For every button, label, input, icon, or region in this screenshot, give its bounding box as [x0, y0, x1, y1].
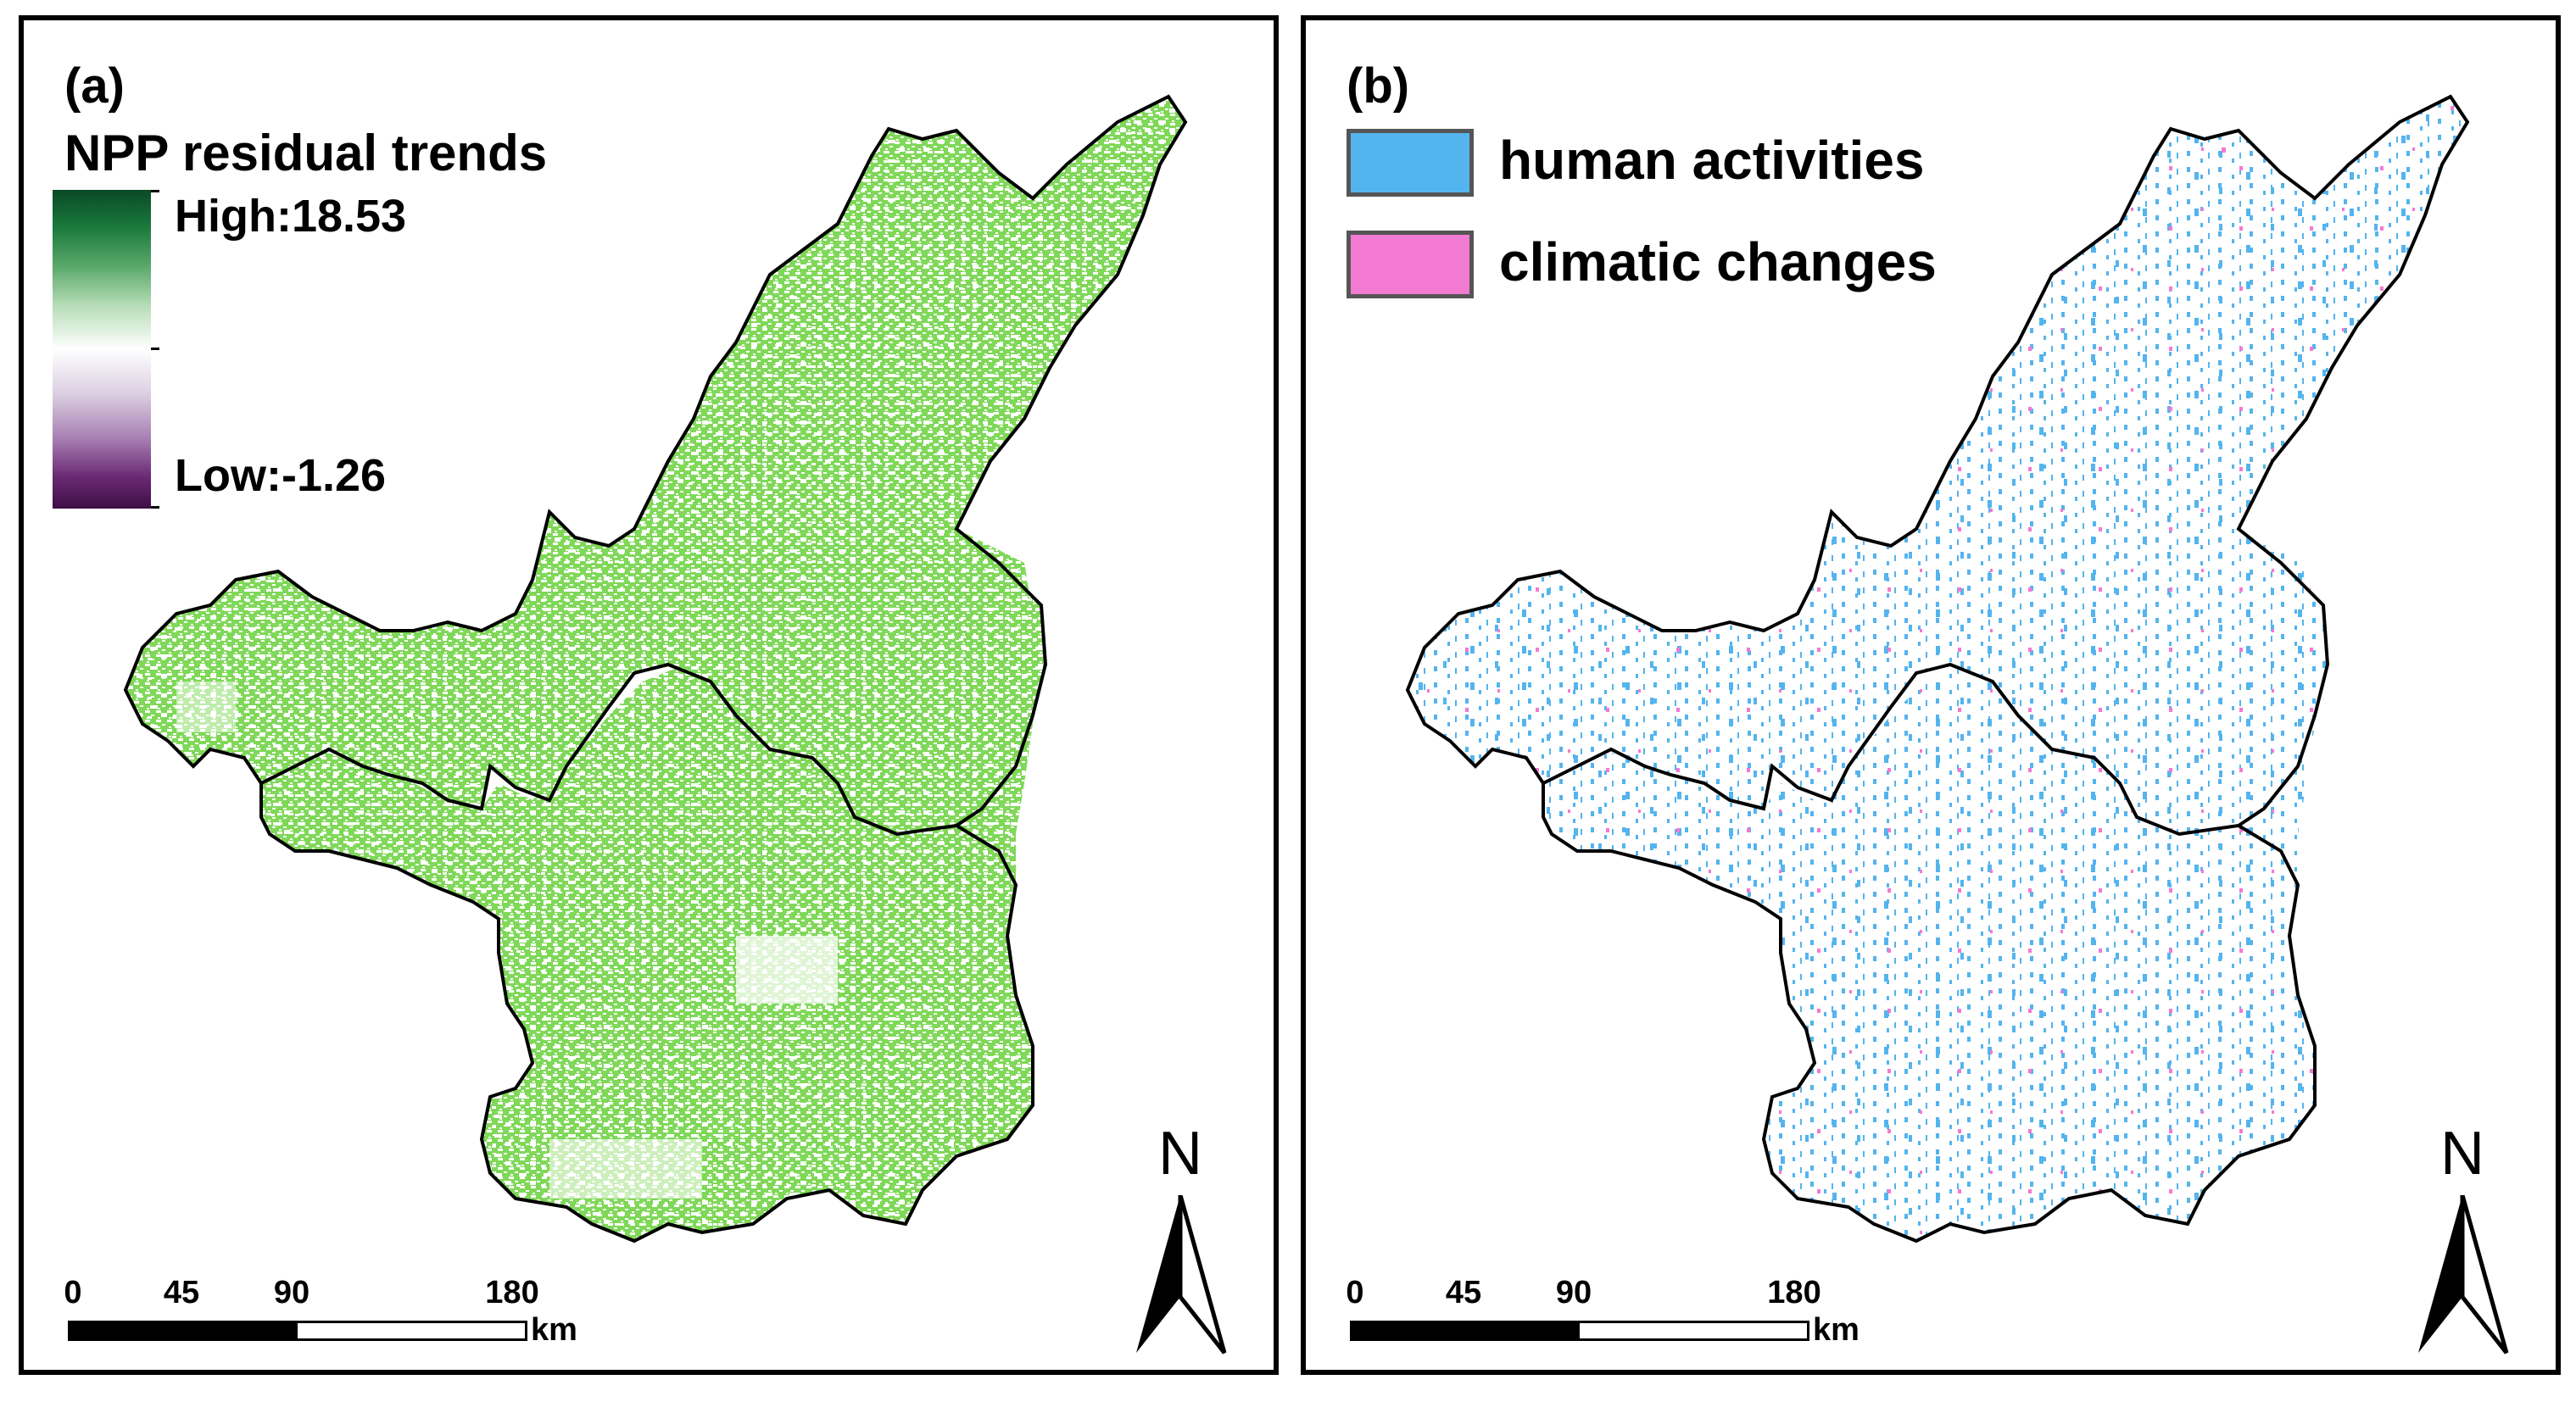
legend-tick-bottom	[151, 506, 159, 509]
panel-label: (b)	[1347, 58, 1410, 114]
north-arrow: N	[2412, 1119, 2513, 1356]
scale-bar	[1350, 1321, 1809, 1341]
scale-tick-0: 0	[64, 1275, 82, 1310]
panel-b-driver-map: (b) human activities climatic changes 0 …	[1301, 15, 2561, 1375]
scale-unit: km	[531, 1312, 577, 1348]
panel-a-npp-residual-map: (a) NPP residual trends High:18.53 Low:-…	[19, 15, 1279, 1375]
legend-swatch-climatic-changes	[1347, 231, 1474, 298]
scale-tick-180: 180	[1767, 1275, 1821, 1310]
legend-tick-mid	[151, 348, 159, 350]
scale-tick-90: 90	[1555, 1275, 1592, 1310]
scale-tick-90: 90	[273, 1275, 310, 1310]
scale-unit: km	[1813, 1312, 1860, 1348]
panel-label: (a)	[64, 58, 125, 114]
north-arrow: N	[1129, 1119, 1231, 1356]
scale-bar	[68, 1321, 527, 1341]
legend-low-label: Low:-1.26	[175, 450, 387, 501]
legend-color-ramp	[53, 190, 151, 509]
legend-tick-top	[151, 190, 159, 192]
scale-tick-45: 45	[163, 1275, 200, 1310]
legend-label-human-activities: human activities	[1499, 130, 1925, 191]
north-arrow-icon	[1136, 1195, 1227, 1355]
legend-label-climatic-changes: climatic changes	[1499, 231, 1937, 292]
legend-swatch-human-activities	[1347, 129, 1474, 197]
north-letter: N	[2440, 1120, 2484, 1188]
map-b-region	[1405, 94, 2470, 1243]
legend-high-label: High:18.53	[175, 191, 407, 242]
scale-tick-0: 0	[1346, 1275, 1364, 1310]
north-letter: N	[1158, 1120, 1202, 1188]
north-arrow-icon	[2418, 1195, 2509, 1355]
scale-tick-180: 180	[485, 1275, 539, 1310]
legend-title: NPP residual trends	[64, 125, 548, 181]
map-a-region	[123, 94, 1188, 1243]
scale-tick-45: 45	[1445, 1275, 1482, 1310]
